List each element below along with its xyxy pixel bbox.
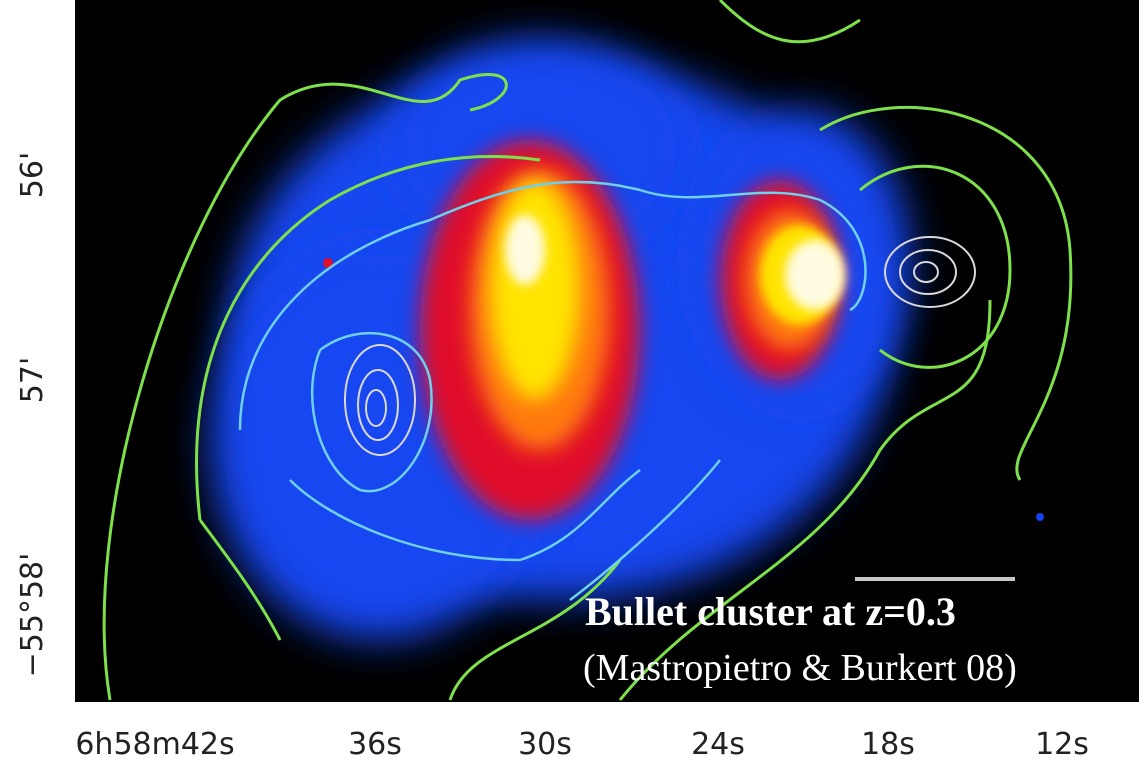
x-tick-label: 18s [861,727,915,761]
x-tick-label: 12s [1035,727,1089,761]
caption-reference: (Mastropietro & Burkert 08) [583,647,1017,689]
caption-title: Bullet cluster at z=0.3 [585,589,956,634]
y-tick-label: 56' [15,152,50,198]
x-tick-label: 36s [348,727,402,761]
page: {"image": { "x_tick_labels": ["6h58m42s"… [0,0,1139,761]
x-tick-label: 24s [691,727,745,761]
y-tick-label: 57' [15,357,50,403]
figure: Bullet cluster at z=0.3 (Mastropietro & … [0,0,1139,761]
y-tick-label: −55°58' [15,553,50,678]
x-tick-label: 6h58m42s [75,727,234,761]
x-tick-label: 30s [518,727,572,761]
